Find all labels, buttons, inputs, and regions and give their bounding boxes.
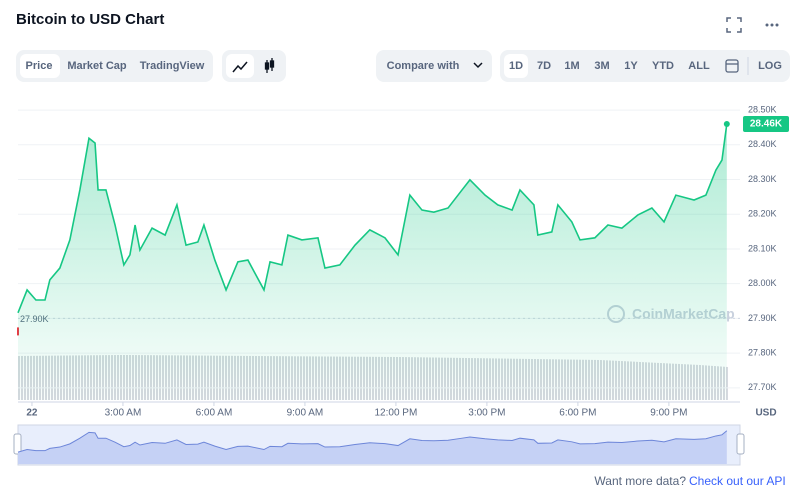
nav-line bbox=[17, 430, 728, 453]
y-tick-label: 28.00K bbox=[748, 278, 777, 288]
x-tick-label: 9:00 AM bbox=[287, 408, 324, 419]
fullscreen-icon[interactable] bbox=[726, 17, 742, 33]
range-button[interactable]: YTD bbox=[652, 60, 674, 72]
x-tick-label: 3:00 PM bbox=[468, 408, 505, 419]
tab[interactable]: Price bbox=[26, 60, 53, 72]
candle-icon[interactable] bbox=[264, 58, 275, 73]
nav-handle[interactable] bbox=[13, 433, 22, 455]
line-icon bbox=[232, 61, 248, 73]
tab-group bbox=[16, 50, 213, 82]
log-button[interactable]: LOG bbox=[758, 60, 782, 72]
y-tick-label: 27.90K bbox=[748, 313, 777, 323]
range-button[interactable]: 3M bbox=[594, 60, 609, 72]
range-selected[interactable] bbox=[504, 54, 528, 78]
nav-handle[interactable] bbox=[736, 433, 745, 455]
calendar-icon[interactable] bbox=[725, 59, 739, 73]
api-link[interactable]: Check out our API bbox=[689, 474, 786, 488]
x-unit: USD bbox=[755, 408, 776, 419]
price-tag bbox=[743, 115, 789, 132]
line-button[interactable] bbox=[226, 54, 254, 78]
y-tick-label: 28.50K bbox=[748, 104, 777, 114]
y-tick-label: 28.30K bbox=[748, 174, 777, 184]
x-tick-label: 6:00 AM bbox=[196, 408, 233, 419]
area bbox=[18, 123, 727, 400]
range-group bbox=[500, 50, 790, 82]
y-tick-label: 28.40K bbox=[748, 139, 777, 149]
price-line bbox=[17, 123, 728, 314]
tab[interactable]: Market Cap bbox=[67, 60, 127, 72]
footer-text: Want more data? bbox=[594, 474, 686, 488]
x-tick-label: 6:00 PM bbox=[559, 408, 596, 419]
range-button[interactable]: 1D bbox=[509, 60, 523, 72]
range-button[interactable]: 7D bbox=[537, 60, 551, 72]
title: Bitcoin to USD Chart bbox=[16, 11, 164, 28]
range-button[interactable]: ALL bbox=[688, 60, 710, 72]
y-tick-label: 28.10K bbox=[748, 243, 777, 253]
x-tick-label: 22 bbox=[26, 408, 38, 419]
price-tag-label: 28.46K bbox=[750, 119, 783, 130]
x-tick-label: 12:00 PM bbox=[375, 408, 418, 419]
y-tick-label: 27.70K bbox=[748, 382, 777, 392]
nav-area bbox=[18, 430, 727, 464]
compare-label: Compare with bbox=[387, 60, 460, 72]
range-button[interactable]: 1M bbox=[564, 60, 579, 72]
range-button[interactable]: 1Y bbox=[624, 60, 638, 72]
tab[interactable]: TradingView bbox=[140, 60, 205, 72]
y-tick-label: 27.80K bbox=[748, 348, 777, 358]
x-tick-label: 3:00 AM bbox=[105, 408, 142, 419]
compare-dropdown[interactable] bbox=[376, 50, 492, 82]
last-point bbox=[723, 120, 730, 127]
y-tick-label: 28.20K bbox=[748, 209, 777, 219]
chevron bbox=[473, 62, 483, 69]
tab-selected[interactable] bbox=[20, 54, 60, 78]
more-icon[interactable] bbox=[765, 23, 779, 27]
x-tick-label: 9:00 PM bbox=[650, 408, 687, 419]
